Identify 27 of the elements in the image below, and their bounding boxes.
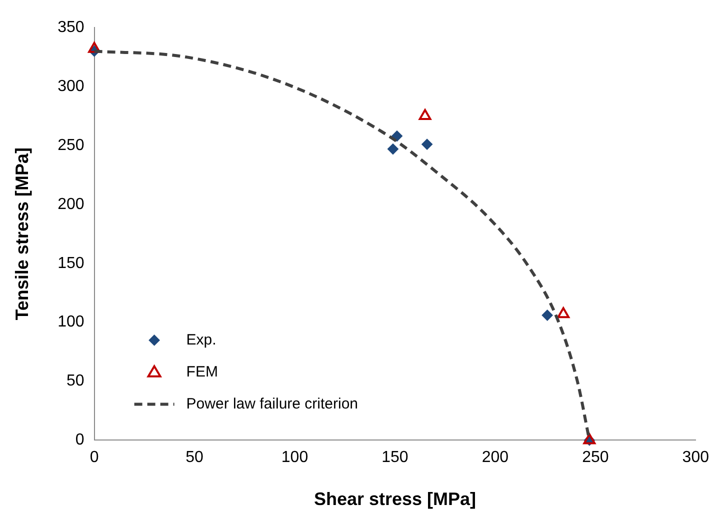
x-tick-label: 300: [682, 449, 710, 466]
x-tick-label: 150: [382, 449, 408, 466]
x-tick-label: 250: [582, 449, 609, 466]
point: [557, 307, 570, 318]
x-tick-label: 50: [186, 449, 204, 466]
y-tick-label: 350: [58, 19, 84, 36]
point: [542, 310, 553, 321]
x-axis-title: Shear stress [MPa]: [314, 489, 476, 510]
y-tick-label: 300: [58, 78, 84, 95]
y-tick-label: 200: [58, 196, 84, 213]
y-tick-label: 0: [75, 432, 84, 449]
legend-label: FEM: [186, 363, 218, 380]
point: [422, 138, 433, 150]
point: [418, 109, 432, 120]
y-tick-label: 100: [58, 314, 84, 331]
y-tick-label: 250: [58, 136, 84, 154]
point: [88, 42, 100, 53]
y-tick-label: 50: [66, 372, 84, 390]
point: [387, 144, 398, 155]
x-tick-label: 0: [90, 449, 99, 466]
y-tick-label: 150: [58, 254, 84, 272]
legend-label: Power law failure criterion: [186, 395, 358, 412]
legend-label: Exp.: [186, 331, 216, 348]
x-tick-label: 200: [482, 449, 509, 466]
x-tick-label: 100: [281, 449, 308, 466]
point: [391, 130, 402, 142]
y-axis-title: Tensile stress [MPa]: [12, 148, 32, 320]
